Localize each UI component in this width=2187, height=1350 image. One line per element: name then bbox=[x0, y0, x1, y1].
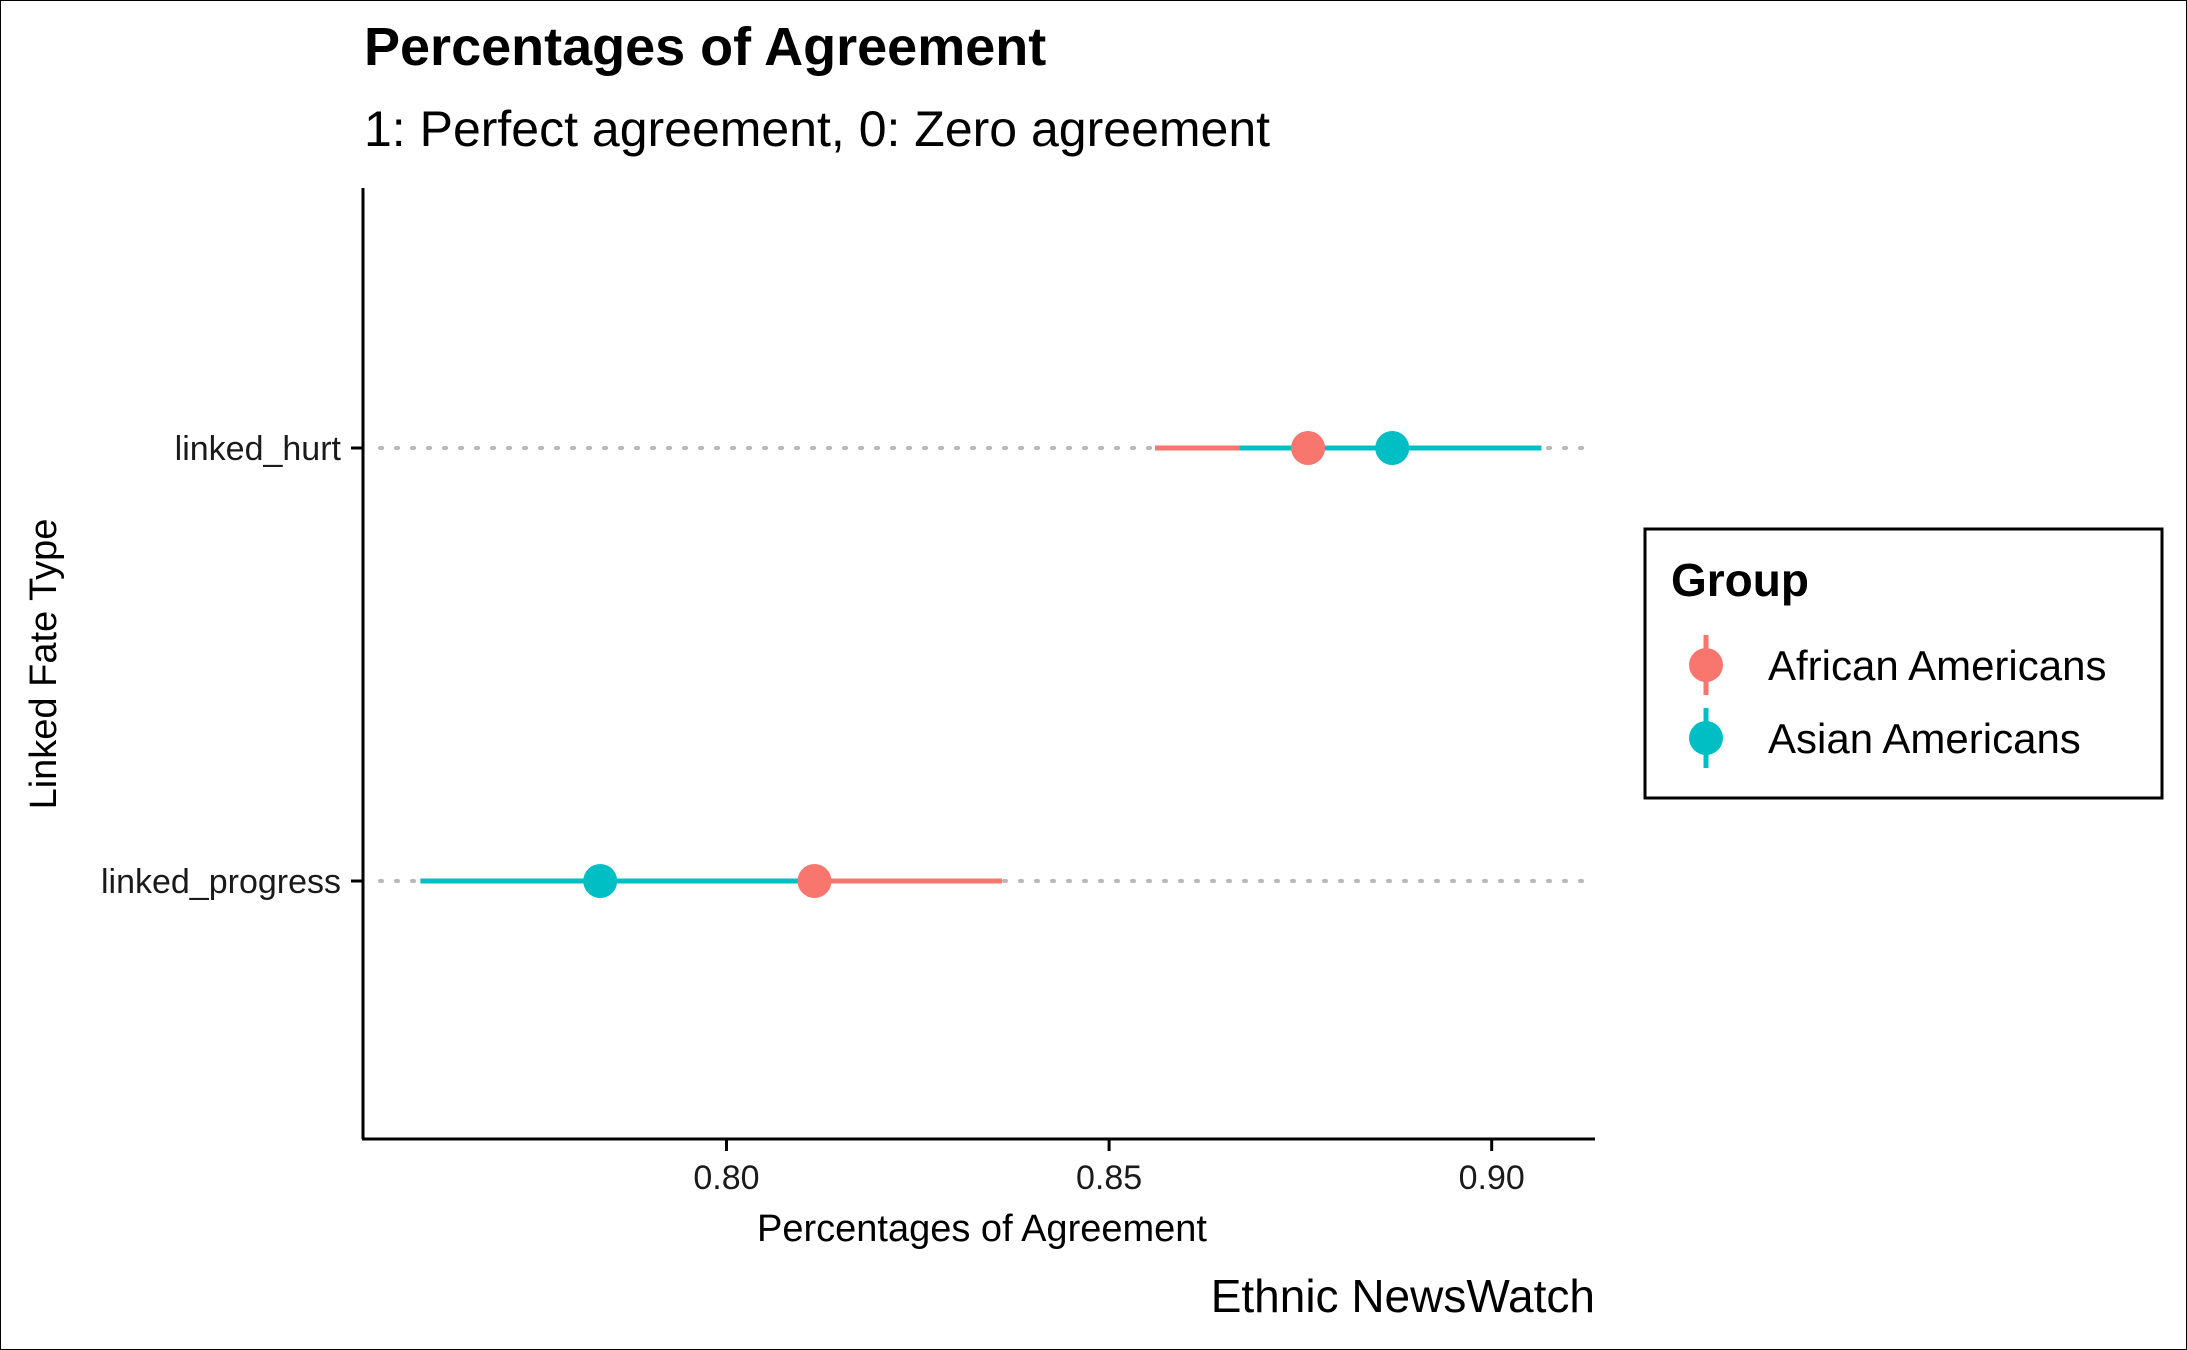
legend-title: Group bbox=[1671, 554, 1809, 606]
chart-title: Percentages of Agreement bbox=[364, 17, 1046, 77]
chart-caption: Ethnic NewsWatch bbox=[1211, 1270, 1595, 1322]
x-axis-ticks: 0.80 0.85 0.90 bbox=[693, 1139, 1525, 1197]
legend: Group African Americans Asian Americans bbox=[1643, 527, 2164, 800]
x-tick-label-2: 0.90 bbox=[1459, 1159, 1525, 1197]
data-points bbox=[583, 431, 1410, 898]
x-axis-title: Percentages of Agreement bbox=[757, 1208, 1207, 1250]
legend-label-1: Asian Americans bbox=[1768, 715, 2081, 762]
error-bars bbox=[420, 445, 1542, 884]
legend-label-0: African Americans bbox=[1768, 642, 2106, 689]
data-point-1-linked_hurt bbox=[1375, 431, 1410, 465]
y-axis-ticks: linked_hurt linked_progress bbox=[101, 430, 363, 901]
data-point-0-linked_hurt bbox=[1291, 431, 1326, 465]
data-point-0-linked_progress bbox=[797, 864, 832, 898]
y-tick-label-linked_progress: linked_progress bbox=[101, 863, 341, 901]
legend-items: African Americans Asian Americans bbox=[1689, 635, 2106, 768]
x-tick-label-1: 0.85 bbox=[1076, 1159, 1142, 1197]
chart-subtitle: 1: Perfect agreement, 0: Zero agreement bbox=[364, 101, 1270, 157]
x-tick-label-0: 0.80 bbox=[693, 1159, 759, 1197]
data-point-1-linked_progress bbox=[583, 864, 618, 898]
category-guides bbox=[378, 446, 1597, 883]
y-axis-title: Linked Fate Type bbox=[23, 519, 65, 810]
y-tick-label-linked_hurt: linked_hurt bbox=[175, 430, 342, 468]
legend-box bbox=[1643, 527, 2164, 800]
legend-key-point-1 bbox=[1689, 721, 1723, 755]
legend-key-point-0 bbox=[1689, 648, 1723, 682]
plot-panel: linked_hurt linked_progress 0.80 0.85 0.90 bbox=[101, 188, 1597, 1197]
